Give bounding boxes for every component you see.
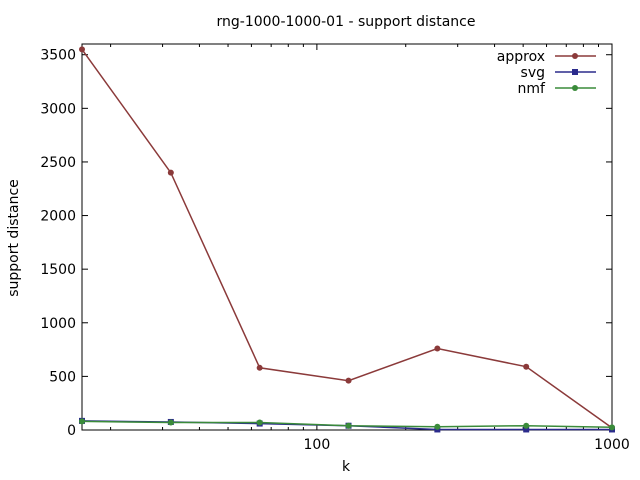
legend-marker-approx: [572, 53, 578, 59]
axis-ticks: 0 500 1000 1500 2000 2500 3000 3500 100 1000: [40, 44, 630, 453]
data-point-approx: [79, 46, 85, 53]
data-point-nmf: [256, 419, 263, 426]
y-tick-label: 1500: [40, 262, 76, 278]
data-point-approx: [434, 345, 441, 352]
data-point-approx: [345, 377, 352, 384]
x-axis-label: k: [342, 459, 351, 475]
legend-label-approx: approx: [497, 49, 545, 65]
legend-marker-nmf: [572, 85, 578, 91]
data-point-approx: [256, 364, 263, 371]
data-point-nmf: [609, 424, 615, 431]
y-tick-label: 2500: [40, 155, 76, 171]
y-tick-label: 3500: [40, 48, 76, 64]
data-point-nmf: [167, 419, 174, 426]
data-point-svg: [523, 426, 530, 433]
y-tick-label: 1000: [40, 316, 76, 332]
data-point-approx: [167, 169, 174, 176]
y-tick-label: 3000: [40, 101, 76, 117]
series-layer: [79, 46, 615, 433]
data-point-approx: [523, 363, 530, 370]
y-tick-label: 500: [49, 369, 76, 385]
legend-label-nmf: nmf: [518, 81, 547, 97]
data-point-nmf: [523, 422, 530, 429]
plot-frame: [81, 43, 613, 431]
series-approx: [79, 46, 615, 431]
y-tick-label: 2000: [40, 209, 76, 225]
y-axis-label: support distance: [6, 179, 22, 297]
y-tick-label: 0: [67, 423, 76, 439]
data-point-nmf: [434, 423, 441, 430]
x-tick-label: 100: [304, 437, 331, 453]
x-tick-label: 1000: [594, 437, 630, 453]
series-line-approx: [81, 48, 613, 429]
legend-label-svg: svg: [521, 65, 545, 81]
legend-marker-svg: [572, 69, 578, 75]
chart-title: rng-1000-1000-01 - support distance: [217, 14, 476, 30]
data-point-nmf: [79, 418, 85, 425]
data-point-nmf: [345, 422, 352, 429]
series-nmf: [79, 418, 615, 431]
